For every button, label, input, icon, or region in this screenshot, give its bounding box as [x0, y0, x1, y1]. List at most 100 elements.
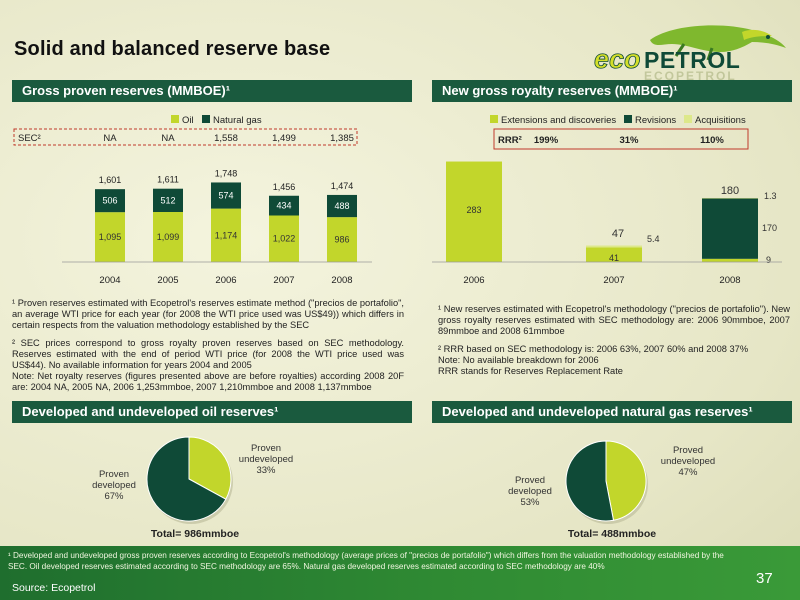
- bar-gas: [211, 182, 241, 209]
- gas-reserves-pie-chart: Proveddeveloped53%Provedundeveloped47%To…: [508, 440, 715, 540]
- x-tick-label: 2007: [273, 275, 294, 286]
- pie-label: 47%: [678, 467, 698, 478]
- bar-label-oil: 1,095: [99, 232, 122, 242]
- bar-label-oil: 986: [334, 235, 349, 245]
- oil-reserves-pie-chart: Provendeveloped67%Provenundeveloped33%To…: [92, 436, 293, 540]
- value-label-extensions-2008: 9: [766, 255, 771, 265]
- source-label: Source: Ecopetrol: [12, 582, 96, 594]
- svg-text:eco: eco: [594, 44, 641, 74]
- bar-label-oil: 1,174: [215, 230, 238, 240]
- bar-label-oil: 1,022: [273, 234, 296, 244]
- sec-value: 1,558: [214, 133, 238, 144]
- royalty-reserves-notes: ¹ New reserves estimated with Ecopetrol'…: [438, 304, 790, 377]
- bar-extensions: [702, 258, 758, 262]
- rrr-row-box: [493, 128, 749, 150]
- pie-label: 53%: [520, 497, 540, 508]
- pie-label: Proven: [251, 443, 281, 454]
- sec-value: 1,385: [330, 133, 354, 144]
- footer-footnote: ¹ Developed and undeveloped gross proven…: [8, 551, 724, 571]
- gross-reserves-header: Gross proven reserves (MMBOE)¹: [12, 80, 412, 102]
- rrr-row-label: RRR²: [498, 135, 522, 146]
- ecopetrol-logo: eco PETROL ECOPETROL: [594, 25, 786, 82]
- x-tick-label: 2005: [157, 275, 178, 286]
- legend-swatch: [684, 115, 692, 123]
- oil-reserves-header: Developed and undeveloped oil reserves¹: [12, 401, 412, 423]
- legend-swatch: [490, 115, 498, 123]
- sec-value: 1,499: [272, 133, 296, 144]
- royalty-note-1: ¹ New reserves estimated with Ecopetrol'…: [438, 304, 790, 336]
- bar-extensions: [446, 161, 502, 262]
- gross-note-3: Note: Net royalty reserves (figures pres…: [12, 371, 404, 392]
- sec-row-box: [13, 128, 358, 146]
- bar-gas: [327, 194, 357, 218]
- bar-oil: [211, 208, 241, 262]
- bar-label-gas: 574: [218, 191, 233, 201]
- bar-label-oil: 1,099: [157, 232, 180, 242]
- bar-gas: [269, 195, 299, 216]
- bar-label-gas: 488: [334, 201, 349, 211]
- pie-total-label: Total= 986mmboe: [151, 528, 239, 540]
- value-label-extensions-2007: 41: [609, 253, 619, 263]
- total-label-2008: 180: [721, 185, 739, 197]
- bar-oil: [327, 217, 357, 262]
- bar-total-label: 1,748: [215, 168, 238, 178]
- x-tick-label: 2004: [99, 275, 120, 286]
- pie-label: 67%: [104, 491, 124, 502]
- x-tick-label: 2007: [603, 275, 624, 286]
- pie-slice: [146, 436, 227, 522]
- bar-oil: [269, 215, 299, 262]
- bar-total-label: 1,601: [99, 175, 122, 185]
- svg-text:ECOPETROL: ECOPETROL: [644, 69, 737, 82]
- bar-extensions: [586, 247, 642, 262]
- pie-label: Proved: [515, 475, 545, 486]
- footer-band: ¹ Developed and undeveloped gross proven…: [0, 546, 800, 600]
- gross-note-2: ² SEC prices correspond to gross royalty…: [12, 338, 404, 370]
- pie-label: Proved: [673, 445, 703, 456]
- legend-swatch-gas: [202, 115, 210, 123]
- royalty-reserves-chart: Extensions and discoveries Revisions Acqui…: [432, 115, 782, 286]
- value-label-acquisitions-2008: 1.3: [764, 191, 777, 201]
- rrr-value: 31%: [619, 135, 639, 146]
- legend-swatch: [624, 115, 632, 123]
- bar-total-label: 1,474: [331, 181, 354, 191]
- legend-label: Acquisitions: [695, 115, 746, 126]
- value-label-extensions-2006: 283: [466, 205, 481, 215]
- value-label-acquisitions-2007: 5.4: [647, 234, 660, 244]
- total-label-2007: 47: [612, 228, 624, 240]
- sec-value: NA: [103, 133, 117, 144]
- gross-reserves-chart: Oil Natural gas SEC² NA NA 1,558 1,499 1,385 1,0…: [13, 115, 372, 286]
- page-number: 37: [756, 570, 773, 587]
- royalty-note-3: Note: No available breakdown for 2006: [438, 355, 599, 365]
- value-label-revisions-2008: 170: [762, 223, 777, 233]
- bar-gas: [95, 189, 125, 213]
- rrr-value: 199%: [534, 135, 559, 146]
- pie-label: undeveloped: [239, 454, 293, 465]
- pie-slice: [605, 440, 647, 521]
- rrr-value: 110%: [700, 135, 724, 146]
- bar-total-label: 1,456: [273, 182, 296, 192]
- svg-text:PETROL: PETROL: [644, 47, 740, 73]
- bar-label-gas: 506: [102, 196, 117, 206]
- bar-label-gas: 434: [276, 201, 291, 211]
- royalty-note-2: ² RRR based on SEC methodology is: 2006 …: [438, 344, 749, 354]
- legend-label-oil: Oil: [182, 115, 194, 126]
- gas-reserves-header: Developed and undeveloped natural gas re…: [432, 401, 792, 423]
- x-tick-label: 2008: [719, 275, 740, 286]
- pie-label: developed: [508, 486, 552, 497]
- legend-label-gas: Natural gas: [213, 115, 262, 126]
- pie-label: 33%: [256, 465, 276, 476]
- pie-label: Proven: [99, 469, 129, 480]
- page-title: Solid and balanced reserve base: [14, 38, 331, 60]
- pie-slice: [565, 440, 615, 522]
- pie-label: undeveloped: [661, 456, 715, 467]
- royalty-note-4: RRR stands for Reserves Replacement Rate: [438, 366, 623, 376]
- bar-acquisitions: [586, 245, 642, 248]
- legend-swatch-oil: [171, 115, 179, 123]
- bar-total-label: 1,611: [157, 175, 179, 185]
- sec-row-label: SEC²: [18, 133, 41, 144]
- bar-revisions: [702, 198, 758, 259]
- bar-gas: [153, 188, 183, 212]
- gross-reserves-notes: ¹ Proven reserves estimated with Ecopetr…: [12, 298, 404, 393]
- x-tick-label: 2006: [463, 275, 484, 286]
- pie-label: developed: [92, 480, 136, 491]
